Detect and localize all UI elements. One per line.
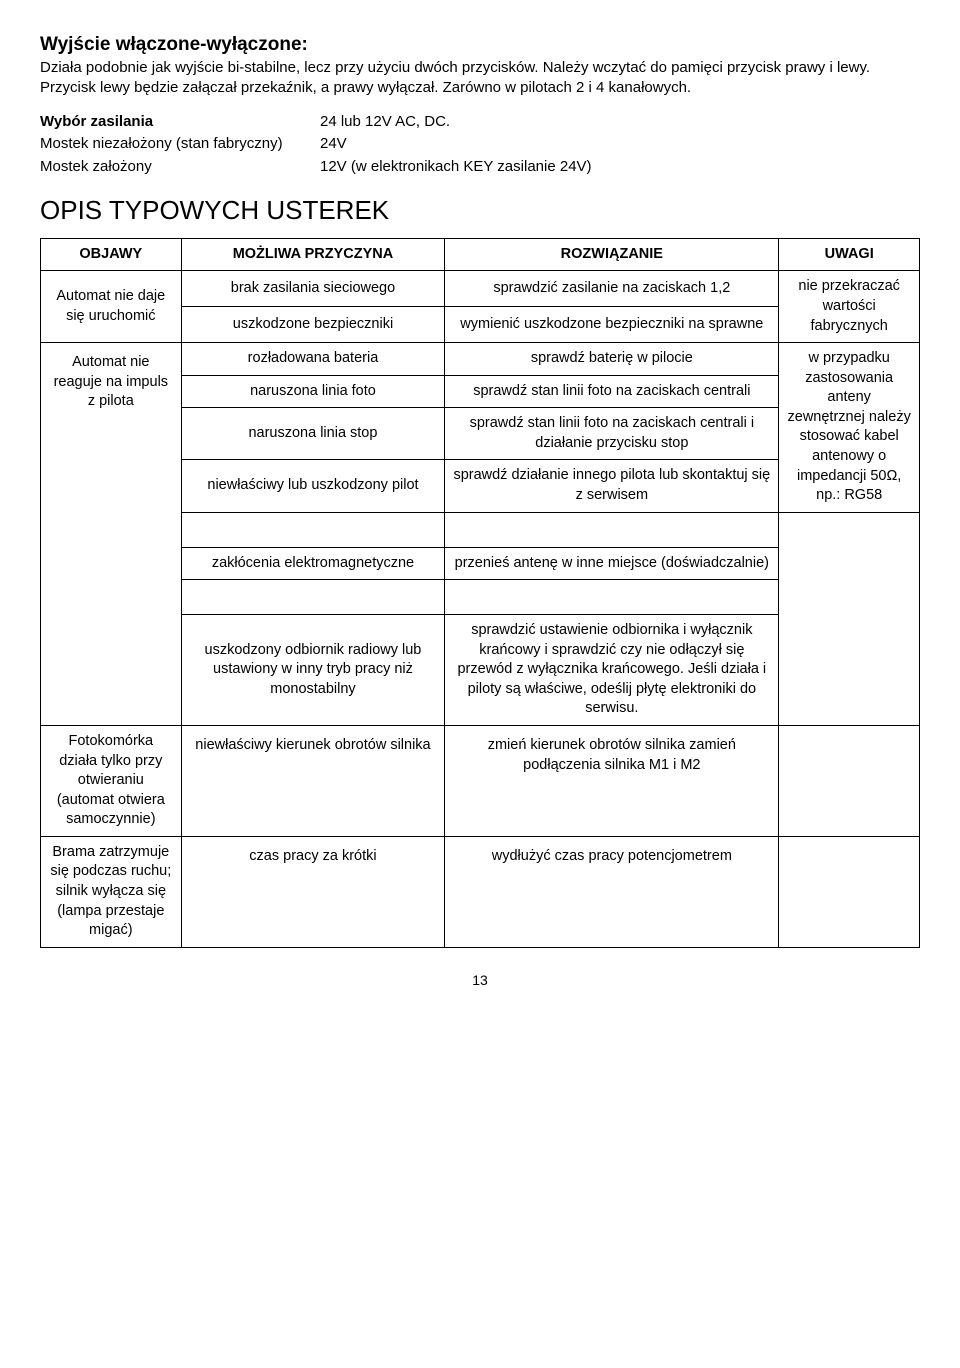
- cell-solution: przenieś antenę w inne miejsce (doświadc…: [445, 547, 779, 580]
- def-key: Mostek niezałożony (stan fabryczny): [40, 134, 320, 154]
- cell-cause: uszkodzone bezpieczniki: [181, 307, 445, 343]
- intro-paragraph: Wyjście włączone-wyłączone: Działa podob…: [40, 32, 920, 98]
- table-row: Brama zatrzymuje się podczas ruchu; siln…: [41, 836, 920, 947]
- cell-empty: [779, 512, 920, 725]
- cell-cause: niewłaściwy lub uszkodzony pilot: [181, 460, 445, 512]
- th-rozwiazanie: ROZWIĄZANIE: [445, 238, 779, 271]
- cell-cause: uszkodzony odbiornik radiowy lub ustawio…: [181, 615, 445, 726]
- cell-cause: czas pracy za krótki: [181, 836, 445, 947]
- cell-cause: niewłaściwy kierunek obrotów silnika: [181, 726, 445, 837]
- def-val: 24 lub 12V AC, DC.: [320, 112, 920, 132]
- cell-solution: sprawdź baterię w pilocie: [445, 343, 779, 376]
- table-row: Automat nie reaguje na impuls z pilota r…: [41, 343, 920, 376]
- cell-objawy: Automat nie daje się uruchomić: [41, 271, 182, 343]
- cell-solution: wydłużyć czas pracy potencjometrem: [445, 836, 779, 947]
- cell-uwagi: nie przekraczać wartości fabrycznych: [779, 271, 920, 343]
- cell-empty: [181, 512, 445, 547]
- cell-cause: naruszona linia foto: [181, 375, 445, 408]
- cell-solution: sprawdź stan linii foto na zaciskach cen…: [445, 408, 779, 460]
- cell-empty: [779, 726, 920, 837]
- def-val: 12V (w elektronikach KEY zasilanie 24V): [320, 157, 920, 177]
- cell-empty: [779, 836, 920, 947]
- def-val: 24V: [320, 134, 920, 154]
- cell-solution: sprawdzić zasilanie na zaciskach 1,2: [445, 271, 779, 307]
- cell-objawy: Brama zatrzymuje się podczas ruchu; siln…: [41, 836, 182, 947]
- cell-cause: brak zasilania sieciowego: [181, 271, 445, 307]
- cell-solution: zmień kierunek obrotów silnika zamień po…: [445, 726, 779, 837]
- cell-empty: [445, 512, 779, 547]
- cell-uwagi: w przypadku zastosowania anteny zewnętrz…: [779, 343, 920, 513]
- page-number: 13: [40, 972, 920, 988]
- section-heading: OPIS TYPOWYCH USTEREK: [40, 195, 920, 226]
- cell-cause: zakłócenia elektromagnetyczne: [181, 547, 445, 580]
- intro-body: Działa podobnie jak wyjście bi-stabilne,…: [40, 59, 870, 96]
- cell-solution: sprawdź stan linii foto na zaciskach cen…: [445, 375, 779, 408]
- cell-cause: rozładowana bateria: [181, 343, 445, 376]
- cell-objawy: Fotokomórka działa tylko przy otwieraniu…: [41, 726, 182, 837]
- table-row: Fotokomórka działa tylko przy otwieraniu…: [41, 726, 920, 837]
- cell-solution: wymienić uszkodzone bezpieczniki na spra…: [445, 307, 779, 343]
- cell-empty: [181, 580, 445, 615]
- table-row: Automat nie daje się uruchomić brak zasi…: [41, 271, 920, 307]
- cell-objawy: Automat nie reaguje na impuls z pilota: [41, 343, 182, 726]
- def-key: Wybór zasilania: [40, 112, 320, 132]
- troubleshooting-table: OBJAWY MOŻLIWA PRZYCZYNA ROZWIĄZANIE UWA…: [40, 238, 920, 948]
- table-header-row: OBJAWY MOŻLIWA PRZYCZYNA ROZWIĄZANIE UWA…: [41, 238, 920, 271]
- th-uwagi: UWAGI: [779, 238, 920, 271]
- cell-solution: sprawdź działanie innego pilota lub skon…: [445, 460, 779, 512]
- cell-solution: sprawdzić ustawienie odbiornika i wyłącz…: [445, 615, 779, 726]
- def-key: Mostek założony: [40, 157, 320, 177]
- intro-heading: Wyjście włączone-wyłączone:: [40, 34, 308, 55]
- power-definitions: Wybór zasilania 24 lub 12V AC, DC. Moste…: [40, 112, 920, 177]
- cell-empty: [445, 580, 779, 615]
- cell-cause: naruszona linia stop: [181, 408, 445, 460]
- th-przyczyna: MOŻLIWA PRZYCZYNA: [181, 238, 445, 271]
- th-objawy: OBJAWY: [41, 238, 182, 271]
